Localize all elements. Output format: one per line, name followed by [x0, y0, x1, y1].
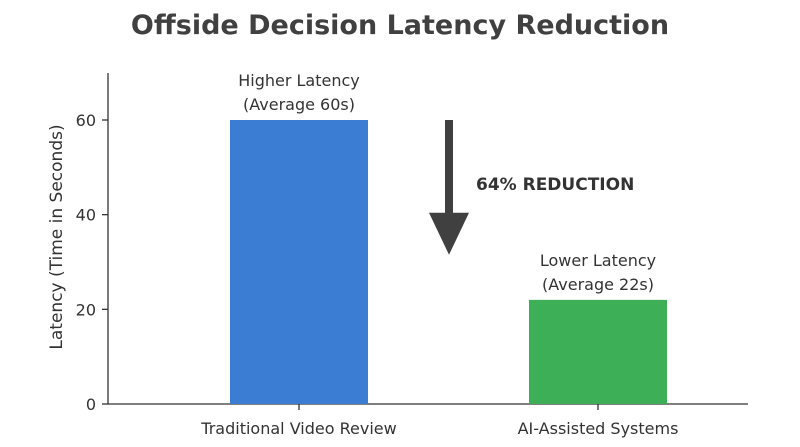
x-tick-label: Traditional Video Review: [200, 419, 396, 438]
y-tick-label: 60: [76, 111, 96, 130]
y-tick-label: 40: [76, 206, 96, 225]
y-ticks: 0 20 40 60: [76, 111, 108, 414]
bar-annotation-line: (Average 22s): [542, 275, 654, 294]
bar-2: [529, 299, 667, 404]
bar-annotation-line: (Average 60s): [243, 95, 355, 114]
x-tick-label: AI-Assisted Systems: [518, 419, 679, 438]
y-axis-title: Latency (Time in Seconds): [47, 124, 67, 349]
y-axis-title-group: Latency (Time in Seconds): [47, 124, 67, 349]
y-tick-label: 0: [86, 395, 96, 414]
bar-annotation-line: Lower Latency: [540, 251, 656, 270]
y-tick-label: 20: [76, 300, 96, 319]
reduction-annotation: 64% REDUCTION: [429, 120, 634, 255]
bars: [230, 120, 667, 404]
bar-1: [230, 120, 368, 404]
reduction-arrow-head: [429, 212, 469, 255]
chart-title: Offside Decision Latency Reduction: [131, 10, 669, 41]
bar-annotation-line: Higher Latency: [238, 71, 360, 90]
reduction-label: 64% REDUCTION: [476, 175, 634, 195]
bar-annotations: Higher Latency (Average 60s) Lower Latency…: [238, 71, 656, 294]
x-ticks: Traditional Video Review AI-Assisted Syst…: [200, 404, 678, 438]
